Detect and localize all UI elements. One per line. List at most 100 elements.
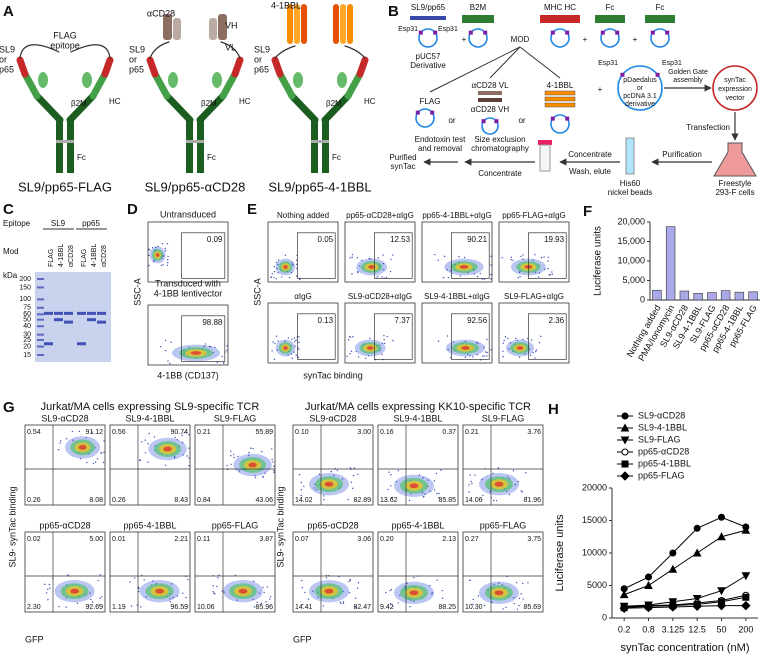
event-dot <box>172 596 174 599</box>
x-tick-label: 3.125 <box>662 624 685 634</box>
ladder-band <box>37 325 44 328</box>
label: synTac <box>391 162 416 171</box>
label: SL9 <box>254 44 270 54</box>
event-dot <box>537 276 540 278</box>
hinge <box>311 140 329 143</box>
gate-value: 0.09 <box>207 235 223 244</box>
event-dot <box>273 471 275 474</box>
event-dot <box>275 278 278 280</box>
quadrant-value: 13.62 <box>380 497 398 504</box>
scfv <box>163 14 172 40</box>
label: Esp31 <box>662 60 682 67</box>
gate-value: 98.88 <box>202 318 223 327</box>
event-dot <box>254 475 256 477</box>
event-dot <box>252 598 254 601</box>
gate-value: 19.93 <box>544 235 565 244</box>
gate-value: 0.13 <box>318 316 334 325</box>
gate <box>451 313 490 360</box>
label: epitope <box>50 40 80 50</box>
event-dot <box>399 594 401 597</box>
event-dot <box>284 340 286 342</box>
event-dot <box>262 476 264 478</box>
event-dot <box>501 257 503 259</box>
event-dot <box>233 456 235 459</box>
event-dot <box>181 434 183 436</box>
event-dot <box>256 601 258 604</box>
event-dot <box>368 257 370 260</box>
column <box>625 137 635 175</box>
event-dot <box>492 499 495 502</box>
label: synTac <box>724 77 746 84</box>
gate-value: 2.36 <box>549 316 565 325</box>
event-dot <box>356 257 359 259</box>
construct-name: SL9/pp65-FLAG <box>18 179 112 194</box>
quadrant-value: 85.69 <box>523 604 541 611</box>
event-dot <box>486 355 488 357</box>
label: β2M <box>201 99 217 108</box>
event-dot <box>99 574 101 576</box>
bar <box>707 292 717 301</box>
quadrant-value: 82.47 <box>353 604 371 611</box>
y-tick-label: 20000 <box>582 482 607 492</box>
event-dot <box>522 598 524 600</box>
peptide-groove <box>16 56 29 78</box>
fc-chain <box>197 118 204 173</box>
point <box>643 602 654 613</box>
event-dot <box>547 256 549 259</box>
event-dot <box>377 257 380 259</box>
event-dot <box>187 578 189 581</box>
event-dot <box>169 597 171 600</box>
event-dot <box>307 598 310 600</box>
event-dot <box>273 276 275 279</box>
point <box>718 513 725 521</box>
event-dot <box>483 278 485 281</box>
peptide-groove <box>101 56 114 78</box>
heavy-chain <box>196 92 227 124</box>
event-dot <box>72 439 74 442</box>
label: SL9 <box>51 219 66 228</box>
quadrant-value: 14.06 <box>465 497 483 504</box>
event-dot <box>214 593 216 595</box>
quadrant-value: 0.11 <box>197 536 210 543</box>
event-dot <box>290 353 293 355</box>
esp31-site <box>620 72 625 77</box>
marker-label: 200 <box>19 276 31 283</box>
event-dot <box>512 596 515 599</box>
point <box>692 601 702 612</box>
plot-frame <box>292 424 374 506</box>
quadrant-value: 0.20 <box>380 536 394 543</box>
esp31-site <box>494 119 499 124</box>
event-dot <box>469 474 471 476</box>
plot-title: pp65-αCD28 <box>39 520 90 530</box>
peptide-groove <box>271 56 284 78</box>
y-tick-label: 10,000 <box>617 255 645 265</box>
event-dot <box>510 256 513 259</box>
event-dot <box>164 464 167 466</box>
event-dot <box>392 254 394 256</box>
band <box>97 311 106 315</box>
gene-block <box>645 15 675 23</box>
event-dot <box>486 351 488 354</box>
quadrant-value: 14.02 <box>295 497 313 504</box>
gene-block <box>595 15 625 23</box>
event-dot <box>490 278 492 280</box>
point <box>669 549 677 557</box>
series-line <box>623 516 747 590</box>
bar <box>720 290 731 301</box>
plot-title: SL9-αCD28 <box>309 413 356 423</box>
event-dot <box>436 579 438 581</box>
event-dot <box>382 262 385 265</box>
label: Concentrate <box>568 150 612 159</box>
event-dot <box>551 273 553 275</box>
y-tick-label: 0 <box>602 612 607 622</box>
series-line <box>623 529 746 596</box>
trimer <box>347 4 353 44</box>
heavy-chain <box>151 70 171 100</box>
panel-letter: E <box>247 201 257 218</box>
label: Mod <box>3 247 19 256</box>
event-dot <box>538 342 541 344</box>
event-dot <box>141 441 143 443</box>
event-dot <box>346 355 348 358</box>
event-dot <box>431 593 433 595</box>
marker-label: 15 <box>23 352 31 359</box>
